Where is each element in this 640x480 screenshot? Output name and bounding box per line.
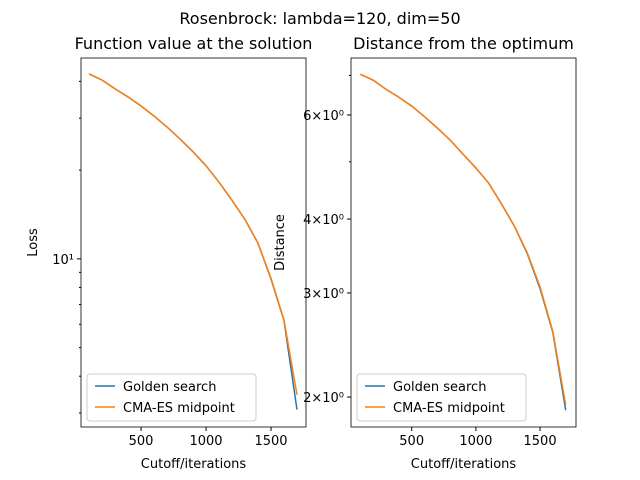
legend-frame — [356, 373, 527, 422]
x-tick-label: 1500 — [254, 434, 287, 449]
y-tick-label: 3×10⁰ — [303, 287, 344, 302]
x-tick-label: 500 — [399, 434, 424, 449]
legend-label: CMA-ES midpoint — [123, 401, 235, 416]
y-axis-label: Loss — [26, 228, 41, 257]
legend-label: Golden search — [393, 380, 486, 395]
x-tick-label: 1500 — [524, 434, 557, 449]
legend-frame — [86, 373, 257, 422]
x-tick-label: 500 — [129, 434, 154, 449]
x-tick-label: 1000 — [189, 434, 222, 449]
series-line — [88, 73, 298, 410]
series-line — [360, 73, 567, 406]
axes-frame — [350, 57, 577, 428]
x-axis-label: Cutoff/iterations — [411, 457, 517, 472]
y-axis-label: Distance — [273, 214, 288, 271]
y-tick-label: 2×10⁰ — [303, 391, 344, 406]
x-tick-label: 1000 — [459, 434, 492, 449]
x-axis-label: Cutoff/iterations — [141, 457, 247, 472]
axes-title: Distance from the optimum — [353, 34, 574, 53]
axes-frame — [80, 57, 307, 428]
legend-label: Golden search — [123, 380, 216, 395]
y-tick-label: 4×10⁰ — [303, 213, 344, 228]
series-line — [360, 73, 567, 411]
axes-title: Function value at the solution — [75, 34, 313, 53]
legend-label: CMA-ES midpoint — [393, 401, 505, 416]
figure-title: Rosenbrock: lambda=120, dim=50 — [179, 9, 460, 28]
y-tick-label: 10¹ — [52, 253, 74, 268]
y-tick-label: 6×10⁰ — [303, 109, 344, 124]
series-line — [88, 73, 298, 395]
